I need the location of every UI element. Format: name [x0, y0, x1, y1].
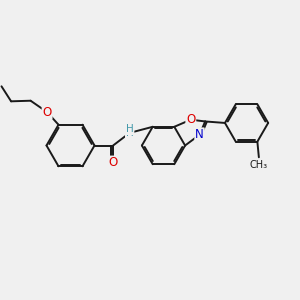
Text: CH₃: CH₃	[250, 160, 268, 170]
Text: O: O	[109, 156, 118, 170]
Text: O: O	[43, 106, 52, 118]
Text: N: N	[195, 128, 204, 141]
Text: H: H	[126, 128, 134, 138]
Text: H: H	[126, 124, 134, 134]
Text: O: O	[186, 113, 195, 126]
